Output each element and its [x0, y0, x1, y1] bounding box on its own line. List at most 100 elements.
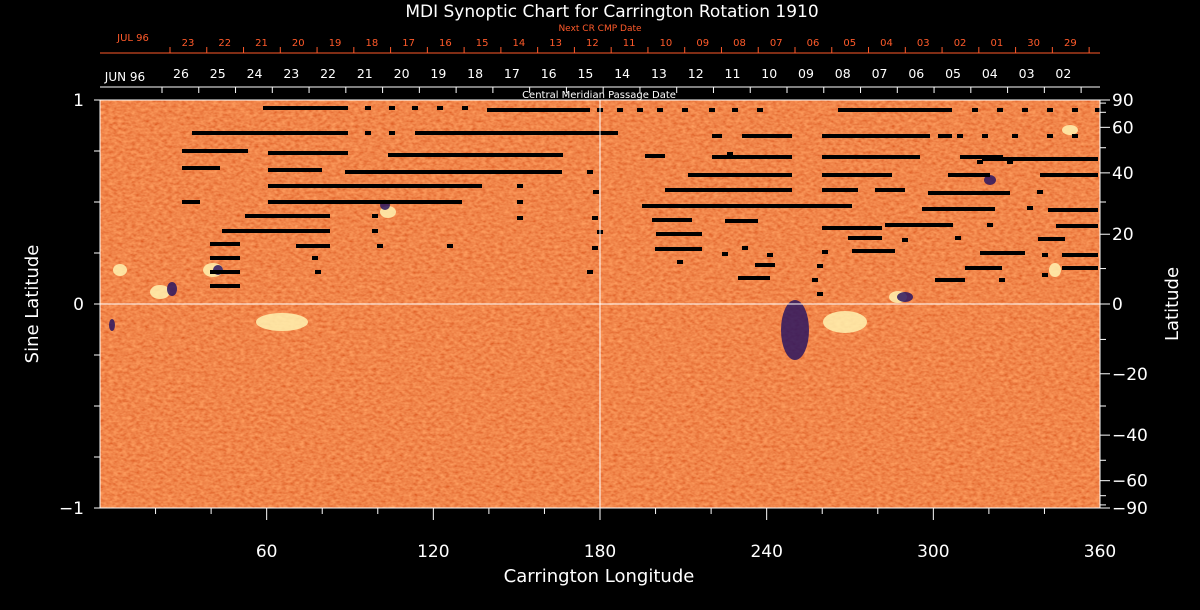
next-cr-day-label: 08 — [733, 38, 746, 49]
missing-data-dot — [1042, 273, 1048, 277]
missing-data-dot — [437, 106, 443, 110]
missing-data-stripe — [822, 188, 858, 192]
missing-data-dot — [442, 200, 448, 204]
missing-data-stripe — [1038, 237, 1065, 241]
missing-data-dot — [1007, 160, 1013, 164]
positive-polarity-region — [113, 264, 127, 276]
missing-data-stripe — [1040, 173, 1062, 177]
missing-data-dot — [637, 108, 643, 112]
missing-data-stripe — [182, 149, 248, 153]
right-y-axis: 90 60 40 20 0 −20 −40 −60 −90 — [1100, 91, 1148, 519]
missing-data-stripe — [742, 134, 792, 138]
cmp-caption: Central Meridian Passage Date — [522, 90, 676, 101]
next-cr-day-label: 22 — [218, 38, 231, 49]
missing-data-dot — [812, 278, 818, 282]
left-y-tick-label: 1 — [73, 91, 84, 111]
cmp-day-label: 22 — [320, 66, 336, 81]
next-cr-day-label: 12 — [586, 38, 599, 49]
cmp-day-label: 26 — [173, 66, 189, 81]
missing-data-stripe — [415, 131, 618, 135]
next-cr-day-label: 30 — [1027, 38, 1040, 49]
next-cr-day-label: 14 — [513, 38, 526, 49]
missing-data-dot — [1047, 134, 1053, 138]
missing-data-stripe — [210, 242, 240, 246]
missing-data-dot — [592, 216, 598, 220]
positive-polarity-region — [1062, 125, 1078, 135]
next-cr-day-label: 19 — [329, 38, 342, 49]
x-tick-label: 300 — [917, 542, 949, 562]
missing-data-dot — [389, 131, 395, 135]
right-y-tick-label: −20 — [1112, 365, 1148, 385]
right-y-tick-label: −90 — [1112, 499, 1148, 519]
missing-data-stripe — [935, 278, 965, 282]
next-cr-cmp-caption: Next CR CMP Date — [558, 24, 642, 34]
missing-data-dot — [999, 278, 1005, 282]
cmp-day-label: 06 — [908, 66, 924, 81]
missing-data-dot — [517, 200, 523, 204]
next-cr-day-label: 18 — [365, 38, 378, 49]
missing-data-dot — [987, 223, 993, 227]
missing-data-stripe — [922, 207, 995, 211]
cmp-day-label: 19 — [430, 66, 446, 81]
missing-data-stripe — [822, 226, 882, 230]
x-axis-label: Carrington Longitude — [504, 566, 695, 587]
missing-data-stripe — [980, 251, 1025, 255]
cmp-day-label: 17 — [504, 66, 520, 81]
cmp-day-label: 05 — [945, 66, 961, 81]
cmp-day-label: 21 — [357, 66, 373, 81]
missing-data-stripe — [210, 284, 240, 288]
missing-data-stripe — [938, 134, 952, 138]
missing-data-dot — [767, 253, 773, 257]
next-cr-day-label: 03 — [917, 38, 930, 49]
missing-data-stripes — [182, 106, 1100, 296]
missing-data-dot — [447, 244, 453, 248]
missing-data-stripe — [1056, 224, 1098, 228]
missing-data-stripe — [652, 218, 692, 222]
missing-data-dot — [1072, 108, 1078, 112]
missing-data-dot — [727, 152, 733, 156]
chart-title: MDI Synoptic Chart for Carrington Rotati… — [405, 2, 818, 22]
missing-data-dot — [902, 238, 908, 242]
missing-data-dot — [1095, 108, 1100, 112]
missing-data-stripe — [960, 155, 1003, 159]
missing-data-stripe — [965, 266, 1002, 270]
missing-data-dot — [817, 292, 823, 296]
next-cr-cmp-axis: Next CR CMP Date JUL 96 23 22 21 20 19 18 17 16… — [100, 24, 1100, 54]
right-y-tick-label: −40 — [1112, 426, 1148, 446]
missing-data-dot — [593, 190, 599, 194]
negative-polarity-region — [984, 175, 996, 185]
cmp-day-label: 09 — [798, 66, 814, 81]
positive-polarity-region — [1049, 263, 1061, 277]
missing-data-dot — [389, 106, 395, 110]
missing-data-stripe — [928, 191, 1010, 195]
missing-data-dot — [1027, 206, 1033, 210]
missing-data-stripe — [712, 155, 792, 159]
missing-data-stripe — [487, 108, 590, 112]
next-cr-day-label: 21 — [255, 38, 268, 49]
right-y-tick-label: 60 — [1112, 118, 1134, 138]
next-cr-day-label: 04 — [880, 38, 893, 49]
missing-data-dot — [977, 160, 983, 164]
missing-data-stripe — [642, 204, 852, 208]
missing-data-dot — [732, 108, 738, 112]
missing-data-stripe — [838, 108, 952, 112]
right-y-tick-label: 40 — [1112, 164, 1134, 184]
missing-data-dot — [677, 260, 683, 264]
next-cr-day-label: 20 — [292, 38, 305, 49]
next-cr-day-label: 16 — [439, 38, 452, 49]
next-cr-day-label: 13 — [549, 38, 562, 49]
cmp-day-label: 10 — [761, 66, 777, 81]
cmp-day-label: 02 — [1055, 66, 1071, 81]
missing-data-stripe — [222, 229, 330, 233]
next-cr-day-label: 29 — [1064, 38, 1077, 49]
missing-data-stripe — [210, 270, 240, 274]
missing-data-dot — [657, 108, 663, 112]
plot-area — [100, 100, 1100, 508]
cmp-date-axis: JUN 96 Central Meridian Passage Date 26 2… — [100, 66, 1100, 101]
right-y-tick-label: 20 — [1112, 225, 1134, 245]
cmp-day-label: 03 — [1019, 66, 1035, 81]
missing-data-dot — [617, 108, 623, 112]
missing-data-stripe — [263, 106, 348, 110]
missing-data-stripe — [822, 134, 930, 138]
missing-data-stripe — [848, 236, 882, 240]
